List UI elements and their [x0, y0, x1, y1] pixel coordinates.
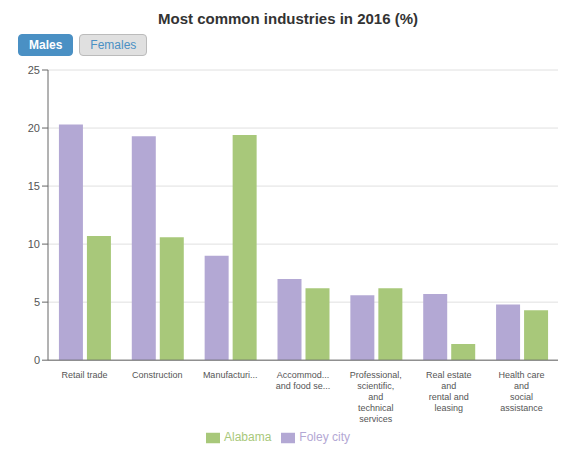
svg-text:Construction: Construction [132, 370, 183, 380]
svg-text:5: 5 [34, 296, 40, 308]
html-text:Foley city: Foley city [299, 430, 350, 445]
svg-text:Retail trade: Retail trade [61, 370, 107, 380]
svg-text:Real estateandrental andleasin: Real estateandrental andleasing [426, 370, 472, 413]
svg-text:25: 25 [28, 64, 40, 76]
html-text:Males: Males [29, 38, 63, 52]
svg-text:Professional,scientific,andtec: Professional,scientific,andtechnicalserv… [350, 370, 402, 424]
svg-text:Health careandsocialassistance: Health careandsocialassistance [499, 370, 545, 413]
html-text:Most common industries in 2016: Most common industries in 2016 (%) [158, 10, 418, 27]
svg-text:0: 0 [34, 354, 40, 366]
svg-text:15: 15 [28, 180, 40, 192]
html-text:Alabama: Alabama [224, 430, 272, 445]
svg-text:10: 10 [28, 238, 40, 250]
html-text:Females: Females [90, 38, 137, 52]
svg-text:20: 20 [28, 122, 40, 134]
svg-text:Manufacturi...: Manufacturi... [203, 370, 258, 380]
svg-text:Accommod...and food se...: Accommod...and food se... [276, 370, 331, 391]
